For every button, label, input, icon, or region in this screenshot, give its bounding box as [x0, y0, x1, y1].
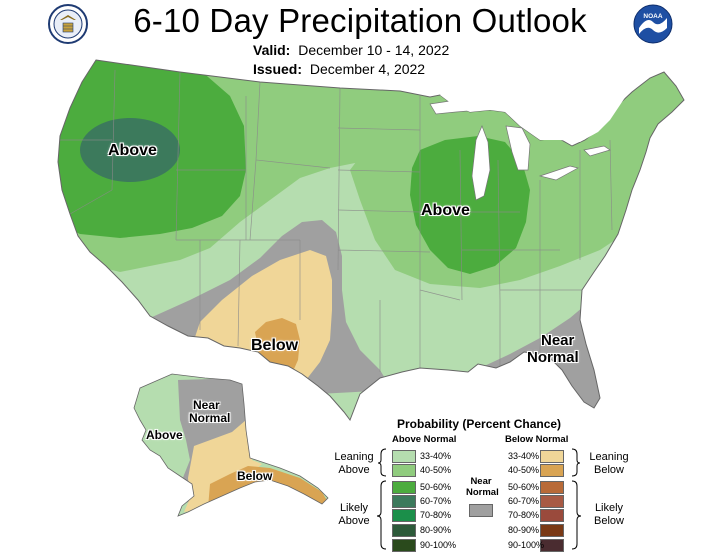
- legend-leaning-above-line1: Leaning: [334, 451, 374, 463]
- legend-below-swatch-label: 33-40%: [508, 451, 540, 461]
- legend-above-swatch: [392, 464, 416, 477]
- valid-line: Valid: December 10 - 14, 2022: [253, 42, 449, 58]
- page-title: 6-10 Day Precipitation Outlook: [133, 2, 587, 39]
- legend-below-swatch-label: 90-100%: [508, 540, 545, 550]
- legend-above-swatch-label: 90-100%: [420, 540, 457, 550]
- legend-likely-above-line1: Likely: [339, 502, 369, 514]
- legend-above-swatch: [392, 481, 416, 494]
- legend-above-swatch-label: 33-40%: [420, 451, 452, 461]
- legend-below-swatch: [540, 464, 564, 477]
- legend-above-swatch-label: 70-80%: [420, 510, 452, 520]
- legend-above-swatch-label: 40-50%: [420, 465, 452, 475]
- legend-below-swatch-label: 80-90%: [508, 525, 540, 535]
- legend-near-normal-swatch: [469, 504, 493, 517]
- legend-below-swatch: [540, 524, 564, 537]
- legend-leaning-below-line2: Below: [594, 464, 624, 476]
- legend-leaning-below-label: Leaning Below: [582, 451, 636, 477]
- legend-below-swatch: [540, 450, 564, 463]
- label-near-normal-southeast-line1: Near: [541, 332, 575, 349]
- label-near-normal-alaska-line1: Near: [193, 398, 220, 412]
- noaa-logo-text: NOAA: [643, 13, 662, 20]
- legend-near-header-line1: Near: [470, 476, 492, 487]
- legend-above-swatch: [392, 495, 416, 508]
- legend-above-header: Above Normal: [392, 434, 457, 445]
- legend-near-normal-header: Near Normal: [466, 476, 499, 498]
- label-below-alaska: Below: [237, 469, 273, 483]
- legend-likely-above-label: Likely Above: [328, 502, 380, 528]
- legend-title: Probability (Percent Chance): [397, 417, 562, 431]
- legend-below-swatch-label: 40-50%: [508, 465, 540, 475]
- above-60-70-northwest-area: [80, 118, 180, 182]
- issued-line: Issued: December 4, 2022: [253, 61, 425, 77]
- label-near-normal-southeast: Near: [541, 332, 574, 349]
- legend-likely-below-line1: Likely: [594, 502, 624, 514]
- legend-below-swatch: [540, 495, 564, 508]
- legend-above-swatch-label: 60-70%: [420, 496, 452, 506]
- label-near-normal-alaska-line2: Normal: [189, 411, 231, 425]
- legend-above-swatch: [392, 539, 416, 552]
- legend-leaning-below-line1: Leaning: [589, 451, 629, 463]
- legend-likely-below-label: Likely Below: [582, 502, 636, 528]
- legend-likely-below-line2: Below: [594, 515, 624, 527]
- legend-below-swatch-label: 70-80%: [508, 510, 540, 520]
- legend-above-swatch: [392, 450, 416, 463]
- canada-white-area: [440, 84, 630, 142]
- legend-below-swatch: [540, 481, 564, 494]
- alaska-lean-below-area: [184, 420, 262, 512]
- alaska-outline: [133, 373, 329, 517]
- legend-below-swatch: [540, 509, 564, 522]
- legend-below-swatch: [540, 539, 564, 552]
- legend-below-swatch-label: 50-60%: [508, 482, 540, 492]
- label-above-alaska: Above: [146, 428, 183, 442]
- legend-likely-above-line2: Above: [338, 515, 370, 527]
- issued-label: Issued:: [253, 61, 303, 77]
- legend-above-swatch: [392, 509, 416, 522]
- valid-value: December 10 - 14, 2022: [298, 42, 450, 58]
- legend-below-header: Below Normal: [505, 434, 569, 445]
- above-50-60-midwest-area: [410, 136, 530, 274]
- legend-above-swatch: [392, 524, 416, 537]
- state-borders: [60, 69, 613, 372]
- legend-below-swatch-label: 60-70%: [508, 496, 540, 506]
- legend-near-header-line2: Normal: [466, 487, 499, 498]
- legend-above-swatch-label: 50-60%: [420, 482, 452, 492]
- label-below-southwest: Below: [251, 337, 299, 354]
- label-above-midwest: Above: [421, 202, 470, 219]
- valid-label: Valid:: [253, 42, 291, 58]
- noaa-logo-icon: NOAA: [633, 4, 673, 44]
- label-near-normal-southeast-line2: Normal: [527, 349, 579, 366]
- label-above-northwest: Above: [108, 142, 157, 159]
- issued-value: December 4, 2022: [309, 61, 426, 77]
- legend-leaning-above-line2: Above: [338, 464, 370, 476]
- legend-leaning-above-label: Leaning Above: [328, 451, 380, 477]
- legend-above-swatch-label: 80-90%: [420, 525, 452, 535]
- department-of-commerce-seal-icon: [48, 4, 88, 44]
